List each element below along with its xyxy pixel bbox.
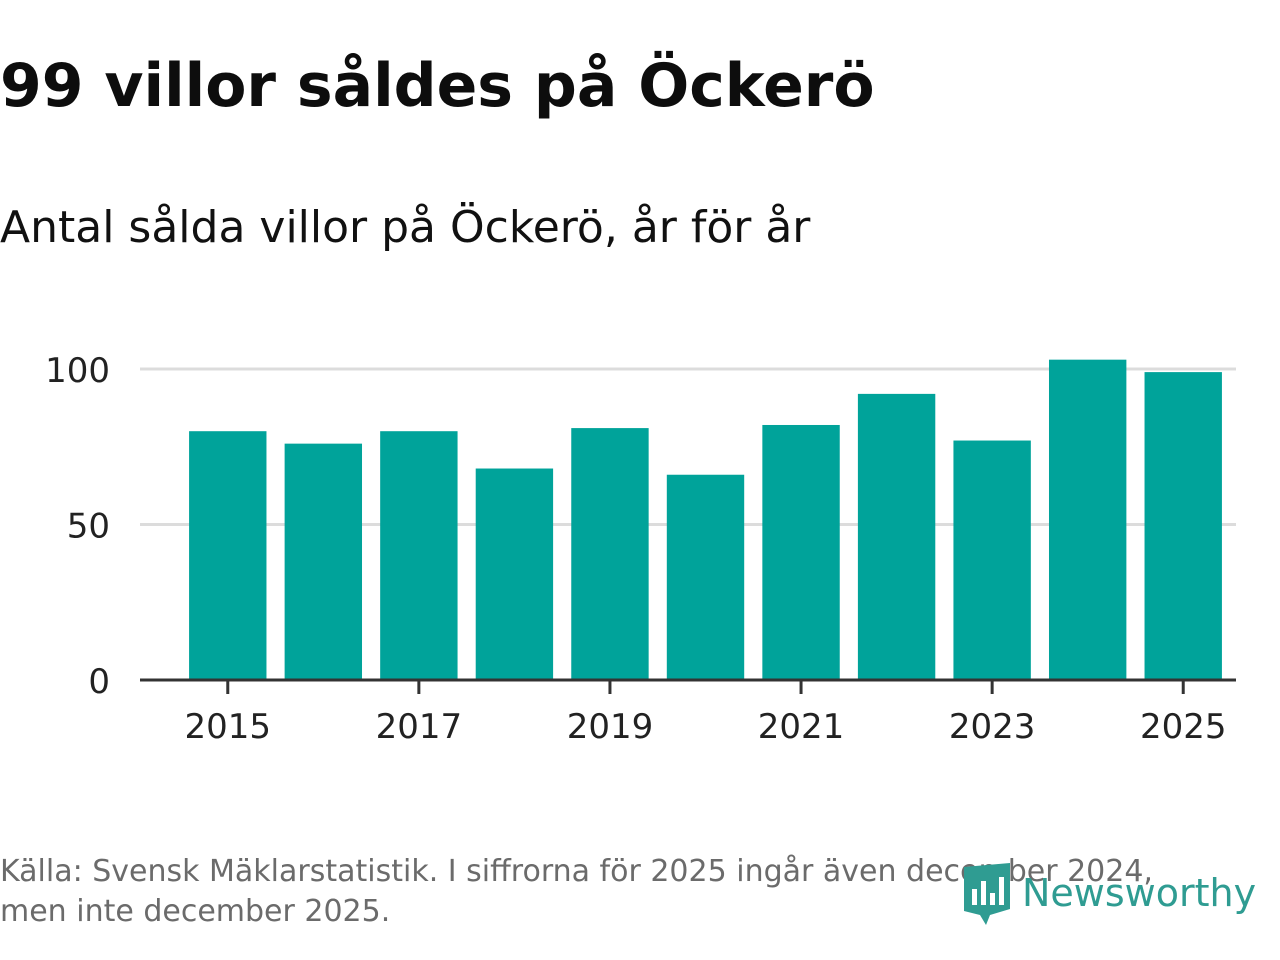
bar-2015 [189,431,267,680]
bar-2024 [1048,359,1127,680]
bars [189,359,1222,680]
bar-2018 [475,468,554,680]
bar-2016 [284,443,363,680]
source-line-2: men inte december 2025. [0,894,391,929]
x-tick-label: 2015 [185,707,272,747]
y-tick-label: 0 [88,662,110,702]
bar-2025 [1144,372,1222,680]
x-tick-label: 2019 [567,707,654,747]
source-line-1: Källa: Svensk Mäklarstatistik. I siffror… [0,854,1153,889]
bar-2020 [666,474,745,680]
source-note: Källa: Svensk Mäklarstatistik. I siffror… [0,852,1240,932]
chart-subtitle: Antal sålda villor på Öckerö, år för år [0,202,811,253]
bar-chart: 0 50 100 2015 2017 2019 2021 2023 2025 [45,351,1236,747]
y-tick-label: 50 [67,507,110,547]
bar-2021 [762,424,840,680]
bar-2022 [857,393,936,680]
bar-2023 [953,440,1031,680]
axes [140,678,1236,694]
newsworthy-logo: Newsworthy [960,858,1256,928]
x-tick-label: 2021 [758,707,845,747]
bar-2019 [571,428,649,680]
x-tick-label: 2017 [376,707,463,747]
newsworthy-logo-icon [964,863,1010,925]
x-tick-label: 2025 [1140,707,1227,747]
tick-labels: 0 50 100 2015 2017 2019 2021 2023 2025 [45,351,1226,747]
x-tick-label: 2023 [949,707,1036,747]
y-tick-label: 100 [45,351,110,391]
bar-2017 [380,431,458,680]
chart-title: 99 villor såldes på Öckerö [0,51,875,121]
logo-text: Newsworthy [1022,871,1257,915]
